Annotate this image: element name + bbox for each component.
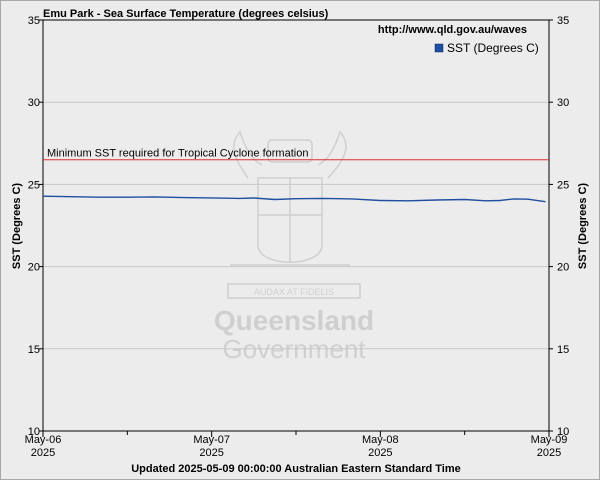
watermark-brolga [317, 130, 347, 179]
x-tick-year: 2025 [199, 447, 223, 459]
legend-label: SST (Degrees C) [447, 41, 539, 55]
chart-title: Emu Park - Sea Surface Temperature (degr… [43, 8, 329, 20]
y-tick-label-right: 30 [557, 97, 569, 109]
source-url[interactable]: http://www.qld.gov.au/waves [378, 24, 527, 36]
legend: SST (Degrees C) [434, 41, 539, 55]
y-tick-label-left: 25 [28, 179, 40, 191]
plot-area [42, 19, 550, 432]
watermark-motto-scroll [227, 283, 361, 299]
x-tick-year: 2025 [31, 447, 55, 459]
x-tick-year: 2025 [537, 447, 561, 459]
series-group [42, 195, 546, 203]
watermark-shield [257, 177, 323, 263]
y-tick-label-left: 10 [28, 426, 40, 438]
series-line-sst [42, 195, 546, 203]
y-tick-label-left: 30 [28, 97, 40, 109]
grid-lines [43, 101, 549, 350]
y-tick-label-left: 15 [28, 344, 40, 356]
x-tick-label: May-07 [193, 434, 230, 446]
y-tick-label-right: 15 [557, 344, 569, 356]
y-axis-right: 10 15 20 25 30 35 [549, 15, 569, 438]
updated-footer: Updated 2025-05-09 00:00:00 Australian E… [131, 463, 461, 475]
watermark-stag [233, 130, 263, 179]
x-tick-label: May-09 [531, 434, 568, 446]
watermark-motto: AUDAX AT FIDELIS [254, 287, 334, 297]
legend-swatch [434, 43, 444, 53]
y-axis-left: 10 15 20 25 30 35 [28, 15, 43, 438]
y-tick-label-right: 20 [557, 262, 569, 274]
y-tick-label-right: 35 [557, 15, 569, 27]
y-axis-label-left: SST (Degrees C) [11, 183, 23, 270]
x-tick-label: May-08 [362, 434, 399, 446]
threshold-label: Minimum SST required for Tropical Cyclon… [47, 148, 308, 160]
x-tick-year: 2025 [368, 447, 392, 459]
x-tick-label: May-06 [25, 434, 62, 446]
y-tick-label-right: 25 [557, 179, 569, 191]
qld-government-watermark: AUDAX AT FIDELIS Queensland Government [214, 130, 374, 364]
y-tick-label-left: 35 [28, 15, 40, 27]
watermark-line1: Queensland [214, 305, 374, 336]
threshold-line-group: Minimum SST required for Tropical Cyclon… [43, 148, 549, 161]
y-tick-label-left: 20 [28, 262, 40, 274]
y-axis-label-right: SST (Degrees C) [577, 183, 589, 270]
watermark-crown [267, 139, 313, 163]
y-tick-label-right: 10 [557, 426, 569, 438]
